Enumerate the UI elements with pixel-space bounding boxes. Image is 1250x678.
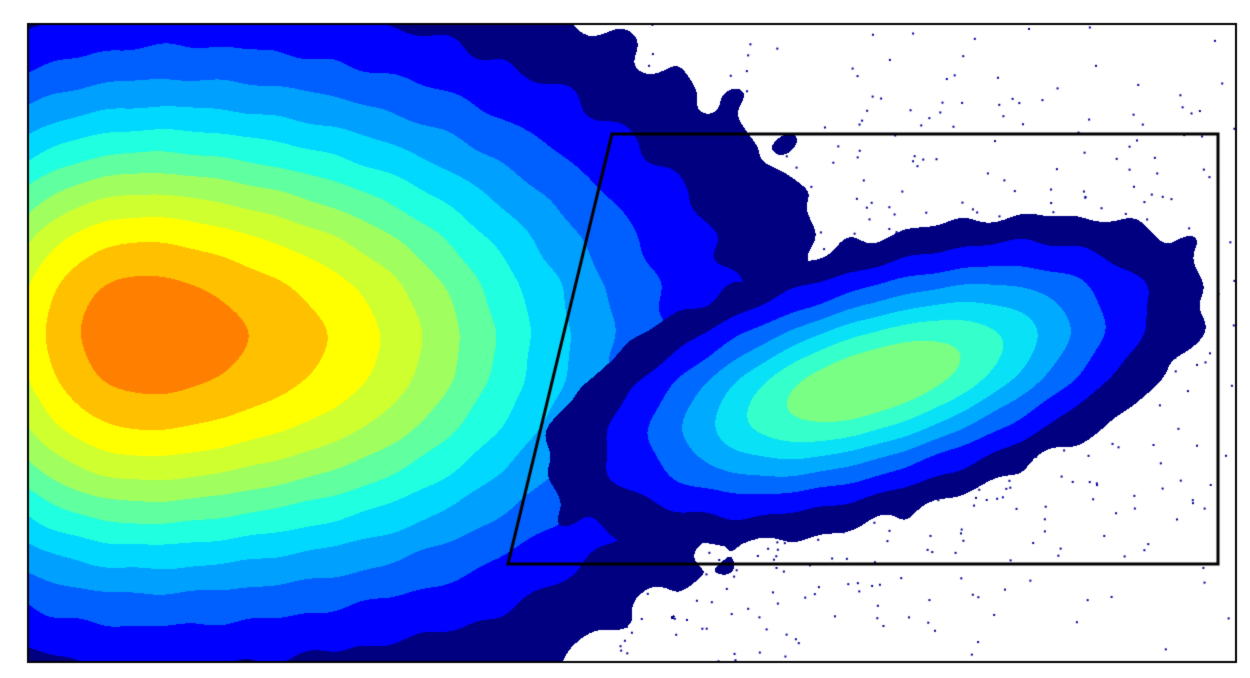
- density-plot: [6, 6, 1250, 678]
